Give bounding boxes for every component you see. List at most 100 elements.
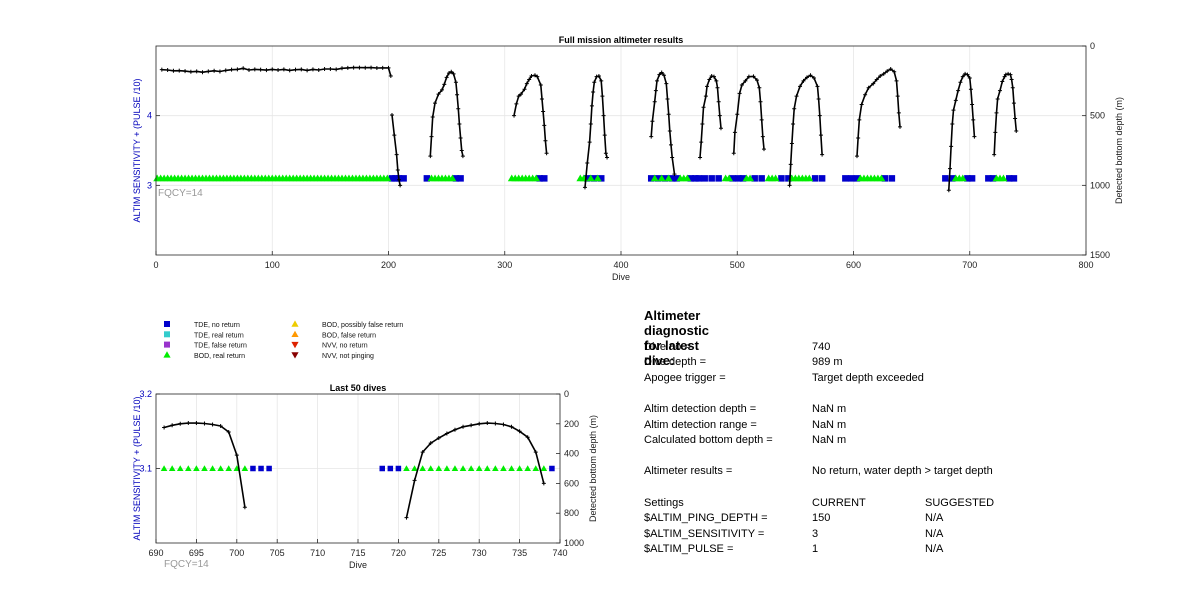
full-mission-depth-point: [659, 70, 664, 75]
last50-depth-point: [485, 421, 490, 426]
full-mission-depth-point: [200, 70, 205, 75]
last50-depth-point: [218, 424, 223, 429]
full-mission-point: [746, 174, 754, 182]
full-mission-y2-label: Detected bottom depth (m): [1114, 97, 1124, 204]
last50-y-label: ALTIM SENSITIVITY + (PULSE /10): [132, 397, 142, 541]
full-mission-depth-point: [1000, 79, 1005, 84]
last50-point: [250, 465, 256, 472]
last50-point: [411, 465, 418, 471]
full-mission-point: [701, 175, 708, 182]
full-mission-point: [584, 175, 591, 182]
setting-pulse-suggested: N/A: [925, 543, 944, 555]
full-mission-depth-point: [863, 92, 868, 97]
full-mission-point: [715, 175, 722, 182]
last50-point: [524, 465, 531, 471]
full-mission-depth-point: [281, 67, 286, 72]
full-mission-depth-point: [751, 74, 756, 79]
last50-point: [467, 465, 475, 471]
diag-label-altimeter-results: Altimeter results =: [644, 465, 733, 477]
last50-point: [168, 465, 176, 471]
full-mission-point: [758, 175, 765, 182]
last50-depth-point: [428, 441, 433, 446]
last50-depth-point: [461, 424, 466, 429]
last50-depth-point: [452, 427, 457, 432]
full-mission-depth-point: [345, 65, 350, 70]
full-mission-y-label: ALTIM SENSITIVITY + (PULSE /10): [132, 79, 142, 223]
full-mission-point: [392, 175, 399, 182]
full-mission-depth-point: [394, 152, 399, 157]
full-mission-depth-point: [603, 151, 608, 156]
full-mission-point: [771, 174, 780, 182]
full-mission-depth-point: [299, 67, 304, 72]
full-mission-depth-point: [760, 134, 765, 139]
full-mission-depth-point: [455, 92, 460, 97]
last50-x-tick-label: 730: [472, 548, 487, 558]
last50-point: [395, 465, 402, 472]
full-mission-title: Full mission altimeter results: [559, 35, 684, 45]
full-mission-depth-point: [993, 130, 998, 135]
setting-sensitivity-label: $ALTIM_SENSITIVITY =: [644, 528, 765, 540]
full-mission-depth-point: [965, 72, 970, 77]
last50-point: [266, 465, 272, 472]
full-mission-depth-point: [171, 68, 176, 73]
full-mission-depth-point: [657, 72, 662, 77]
full-mission-depth-point: [716, 99, 721, 104]
legend-marker: [291, 352, 299, 359]
last50-y2-tick-label: 200: [564, 419, 579, 429]
full-mission-depth-point: [252, 67, 257, 72]
full-mission-depth-point: [605, 155, 610, 160]
last50-depth-point: [234, 453, 239, 458]
full-mission-depth-point: [351, 65, 356, 70]
last50-point: [435, 465, 443, 471]
full-mission-depth-point: [953, 98, 958, 103]
full-mission-depth-point: [665, 96, 670, 101]
full-mission-point: [999, 174, 1008, 182]
setting-ping-depth-current: 150: [812, 512, 831, 524]
full-mission-depth-point: [947, 166, 952, 171]
full-mission-depth-point: [857, 117, 862, 122]
full-mission-depth-point: [439, 87, 444, 92]
full-mission-depth-point: [223, 68, 228, 73]
full-mission-point: [536, 175, 543, 182]
legend-label: TDE, no return: [194, 322, 240, 329]
last50-depth-point: [525, 435, 530, 440]
full-mission-depth-point: [881, 71, 886, 76]
full-mission-point: [785, 175, 792, 182]
last50-depth-point: [469, 423, 474, 428]
legend-marker: [291, 320, 299, 327]
full-mission-depth-point: [430, 115, 435, 120]
last50-depth-point: [501, 422, 506, 427]
diag-value-calculated-bottom: NaN m: [812, 434, 847, 446]
last50-point: [241, 465, 249, 471]
full-mission-depth-point: [395, 168, 400, 173]
full-mission-depth-point: [522, 87, 527, 92]
full-mission-depth-point: [392, 133, 397, 138]
full-mission-depth-point: [451, 71, 456, 76]
full-mission-x-tick-label: 300: [497, 260, 512, 270]
full-mission-y2-tick-label: 500: [1090, 111, 1105, 121]
full-mission-point: [383, 174, 392, 182]
setting-ping-depth-label: $ALTIM_PING_DEPTH =: [644, 512, 768, 524]
last50-depth-point: [477, 421, 482, 426]
full-mission-depth-point: [894, 78, 899, 83]
last50-series-tde-no-return: [250, 465, 555, 472]
last50-depth-point: [420, 450, 425, 455]
full-mission-point: [949, 175, 956, 182]
full-mission-depth-line: [733, 75, 765, 154]
full-mission-point: [818, 175, 826, 182]
last50-x-tick-label: 710: [310, 548, 325, 558]
diag-value-detection-depth: NaN m: [812, 403, 847, 415]
last50-depth-point: [436, 435, 441, 440]
legend-marker: [291, 330, 299, 337]
full-mission-depth-point: [602, 133, 607, 138]
last50-point: [540, 465, 548, 471]
legend-marker: [163, 351, 171, 358]
full-mission-depth-point: [212, 68, 217, 73]
last50-depth-point: [541, 481, 546, 486]
full-mission-depth-point: [594, 74, 599, 79]
full-mission-depth-point: [717, 113, 722, 118]
full-mission-point: [695, 175, 703, 182]
full-mission-depth-point: [737, 91, 742, 96]
last50-depth-point: [186, 421, 191, 426]
